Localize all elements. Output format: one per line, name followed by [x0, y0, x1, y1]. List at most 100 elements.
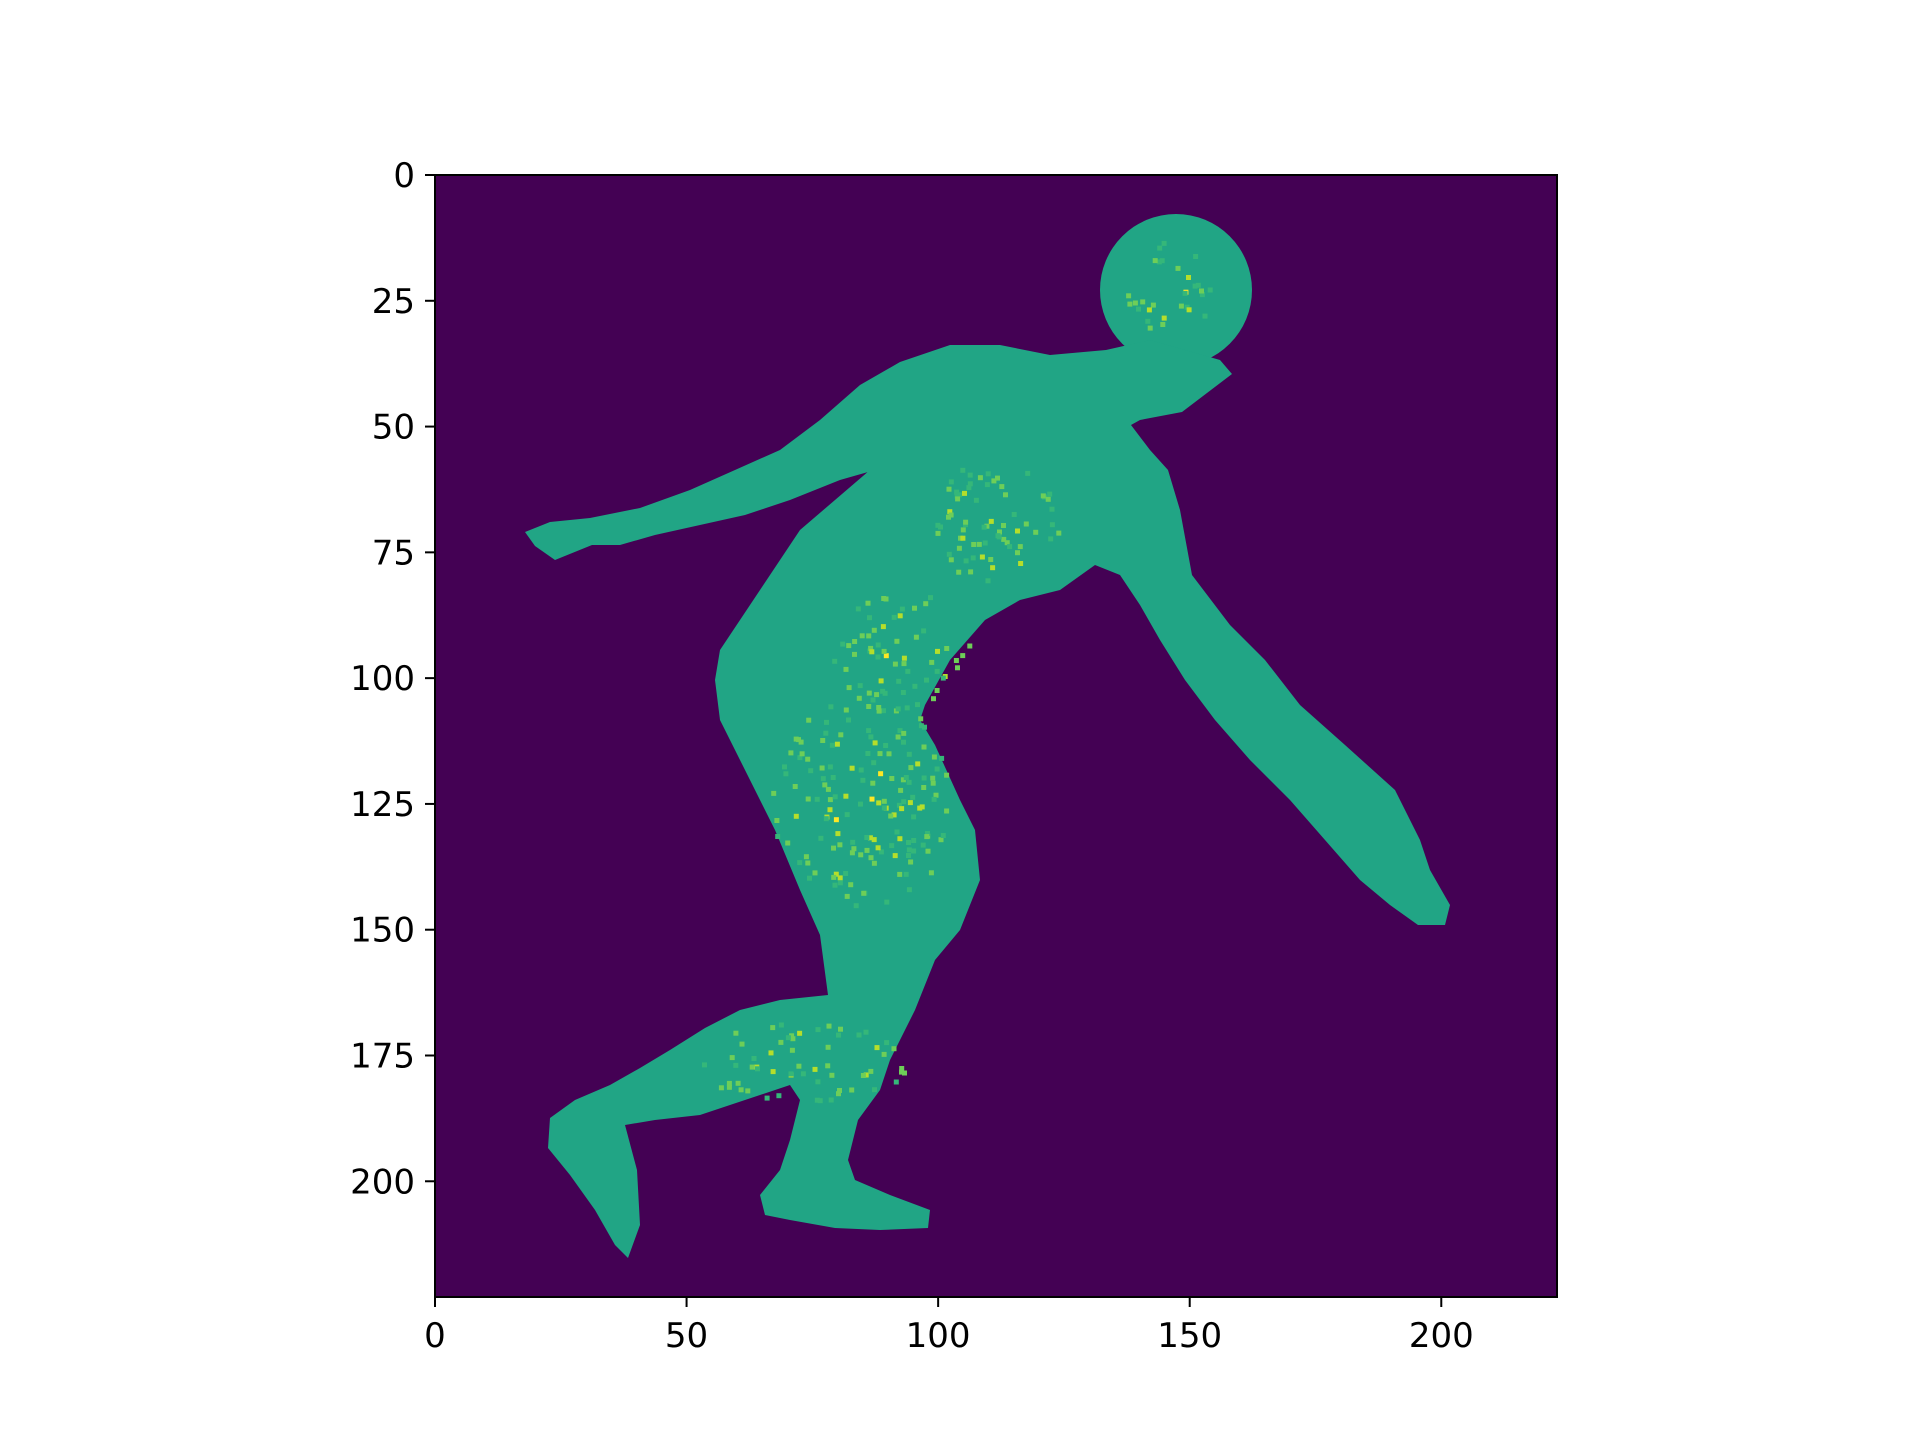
speckle [817, 1098, 823, 1104]
speckle [865, 751, 871, 756]
speckle [984, 523, 990, 529]
speckle [906, 751, 912, 757]
speckle [733, 1062, 739, 1068]
speckle [938, 837, 944, 843]
speckle [805, 796, 811, 802]
speckle [832, 658, 838, 664]
speckle [783, 771, 789, 777]
speckle [876, 708, 882, 714]
speckle [1007, 544, 1013, 550]
x-tick-label: 100 [906, 1316, 971, 1356]
speckle [803, 854, 809, 860]
speckle [900, 690, 906, 695]
speckle [880, 688, 886, 694]
highlight-speckles [702, 240, 1213, 1104]
speckle [702, 1062, 707, 1068]
speckle [788, 1071, 794, 1077]
speckle [1049, 522, 1055, 528]
speckle [960, 467, 966, 473]
speckle [891, 812, 897, 818]
speckle [864, 835, 870, 840]
speckle [836, 1091, 841, 1097]
y-tick-label: 50 [372, 408, 415, 448]
speckle [967, 643, 973, 649]
speckle [833, 871, 839, 877]
speckle [850, 839, 856, 845]
speckle [878, 849, 884, 855]
speckle [825, 1063, 831, 1069]
speckle [920, 842, 926, 848]
speckle [718, 1085, 724, 1091]
speckle [881, 798, 887, 804]
speckle [881, 648, 887, 654]
speckle [827, 764, 833, 770]
speckle [844, 812, 850, 818]
speckle [799, 751, 805, 757]
speckle [901, 799, 907, 805]
speckle [874, 1045, 880, 1051]
speckle [1184, 304, 1190, 310]
speckle [778, 1039, 784, 1045]
speckle [955, 665, 960, 671]
speckle [883, 653, 889, 659]
speckle [1159, 258, 1165, 264]
speckle [789, 1047, 795, 1053]
speckle [934, 668, 940, 674]
speckle [948, 512, 954, 518]
speckle [1001, 523, 1006, 528]
x-tick-label: 200 [1409, 1316, 1474, 1356]
speckle [864, 847, 870, 853]
speckle [1195, 282, 1201, 288]
speckle [1161, 315, 1167, 321]
speckle [846, 685, 852, 691]
speckle [755, 1066, 760, 1072]
speckle [880, 624, 886, 630]
speckle [897, 613, 903, 619]
speckle [985, 471, 991, 477]
speckle [982, 540, 988, 546]
speckle [897, 871, 903, 877]
speckle [899, 1069, 904, 1075]
silhouette-body [525, 340, 1450, 1258]
speckle [838, 732, 844, 738]
speckle [843, 666, 849, 672]
speckle [935, 522, 941, 528]
speckle [1186, 275, 1191, 280]
speckle [792, 784, 798, 789]
speckle [793, 736, 799, 742]
y-tick-label: 25 [372, 282, 415, 322]
speckle [835, 831, 841, 837]
speckle [1127, 301, 1133, 307]
speckle [944, 646, 950, 651]
speckle [855, 606, 861, 612]
speckle [860, 1073, 866, 1078]
speckle [905, 668, 911, 674]
speckle [878, 678, 884, 684]
speckle [852, 651, 857, 657]
speckle [823, 816, 829, 822]
speckle [866, 690, 872, 696]
speckle [915, 702, 920, 708]
speckle [995, 533, 1001, 539]
speckle [947, 509, 953, 515]
speckle [738, 1087, 744, 1093]
speckle [935, 648, 940, 654]
speckle [1015, 550, 1020, 556]
speckle [981, 524, 987, 530]
speckle [990, 565, 996, 571]
speckle [860, 777, 866, 783]
speckle [846, 643, 852, 649]
speckle [824, 719, 829, 725]
speckle [940, 675, 946, 681]
y-tick-label: 75 [372, 533, 415, 573]
speckle [770, 1025, 776, 1031]
speckle [957, 492, 963, 498]
speckle [889, 776, 895, 781]
speckle [881, 596, 887, 601]
speckle [876, 705, 882, 710]
y-tick-label: 175 [350, 1036, 415, 1076]
speckle [955, 496, 961, 502]
speckle [877, 751, 883, 757]
speckle [849, 1087, 855, 1093]
speckle [871, 627, 877, 633]
